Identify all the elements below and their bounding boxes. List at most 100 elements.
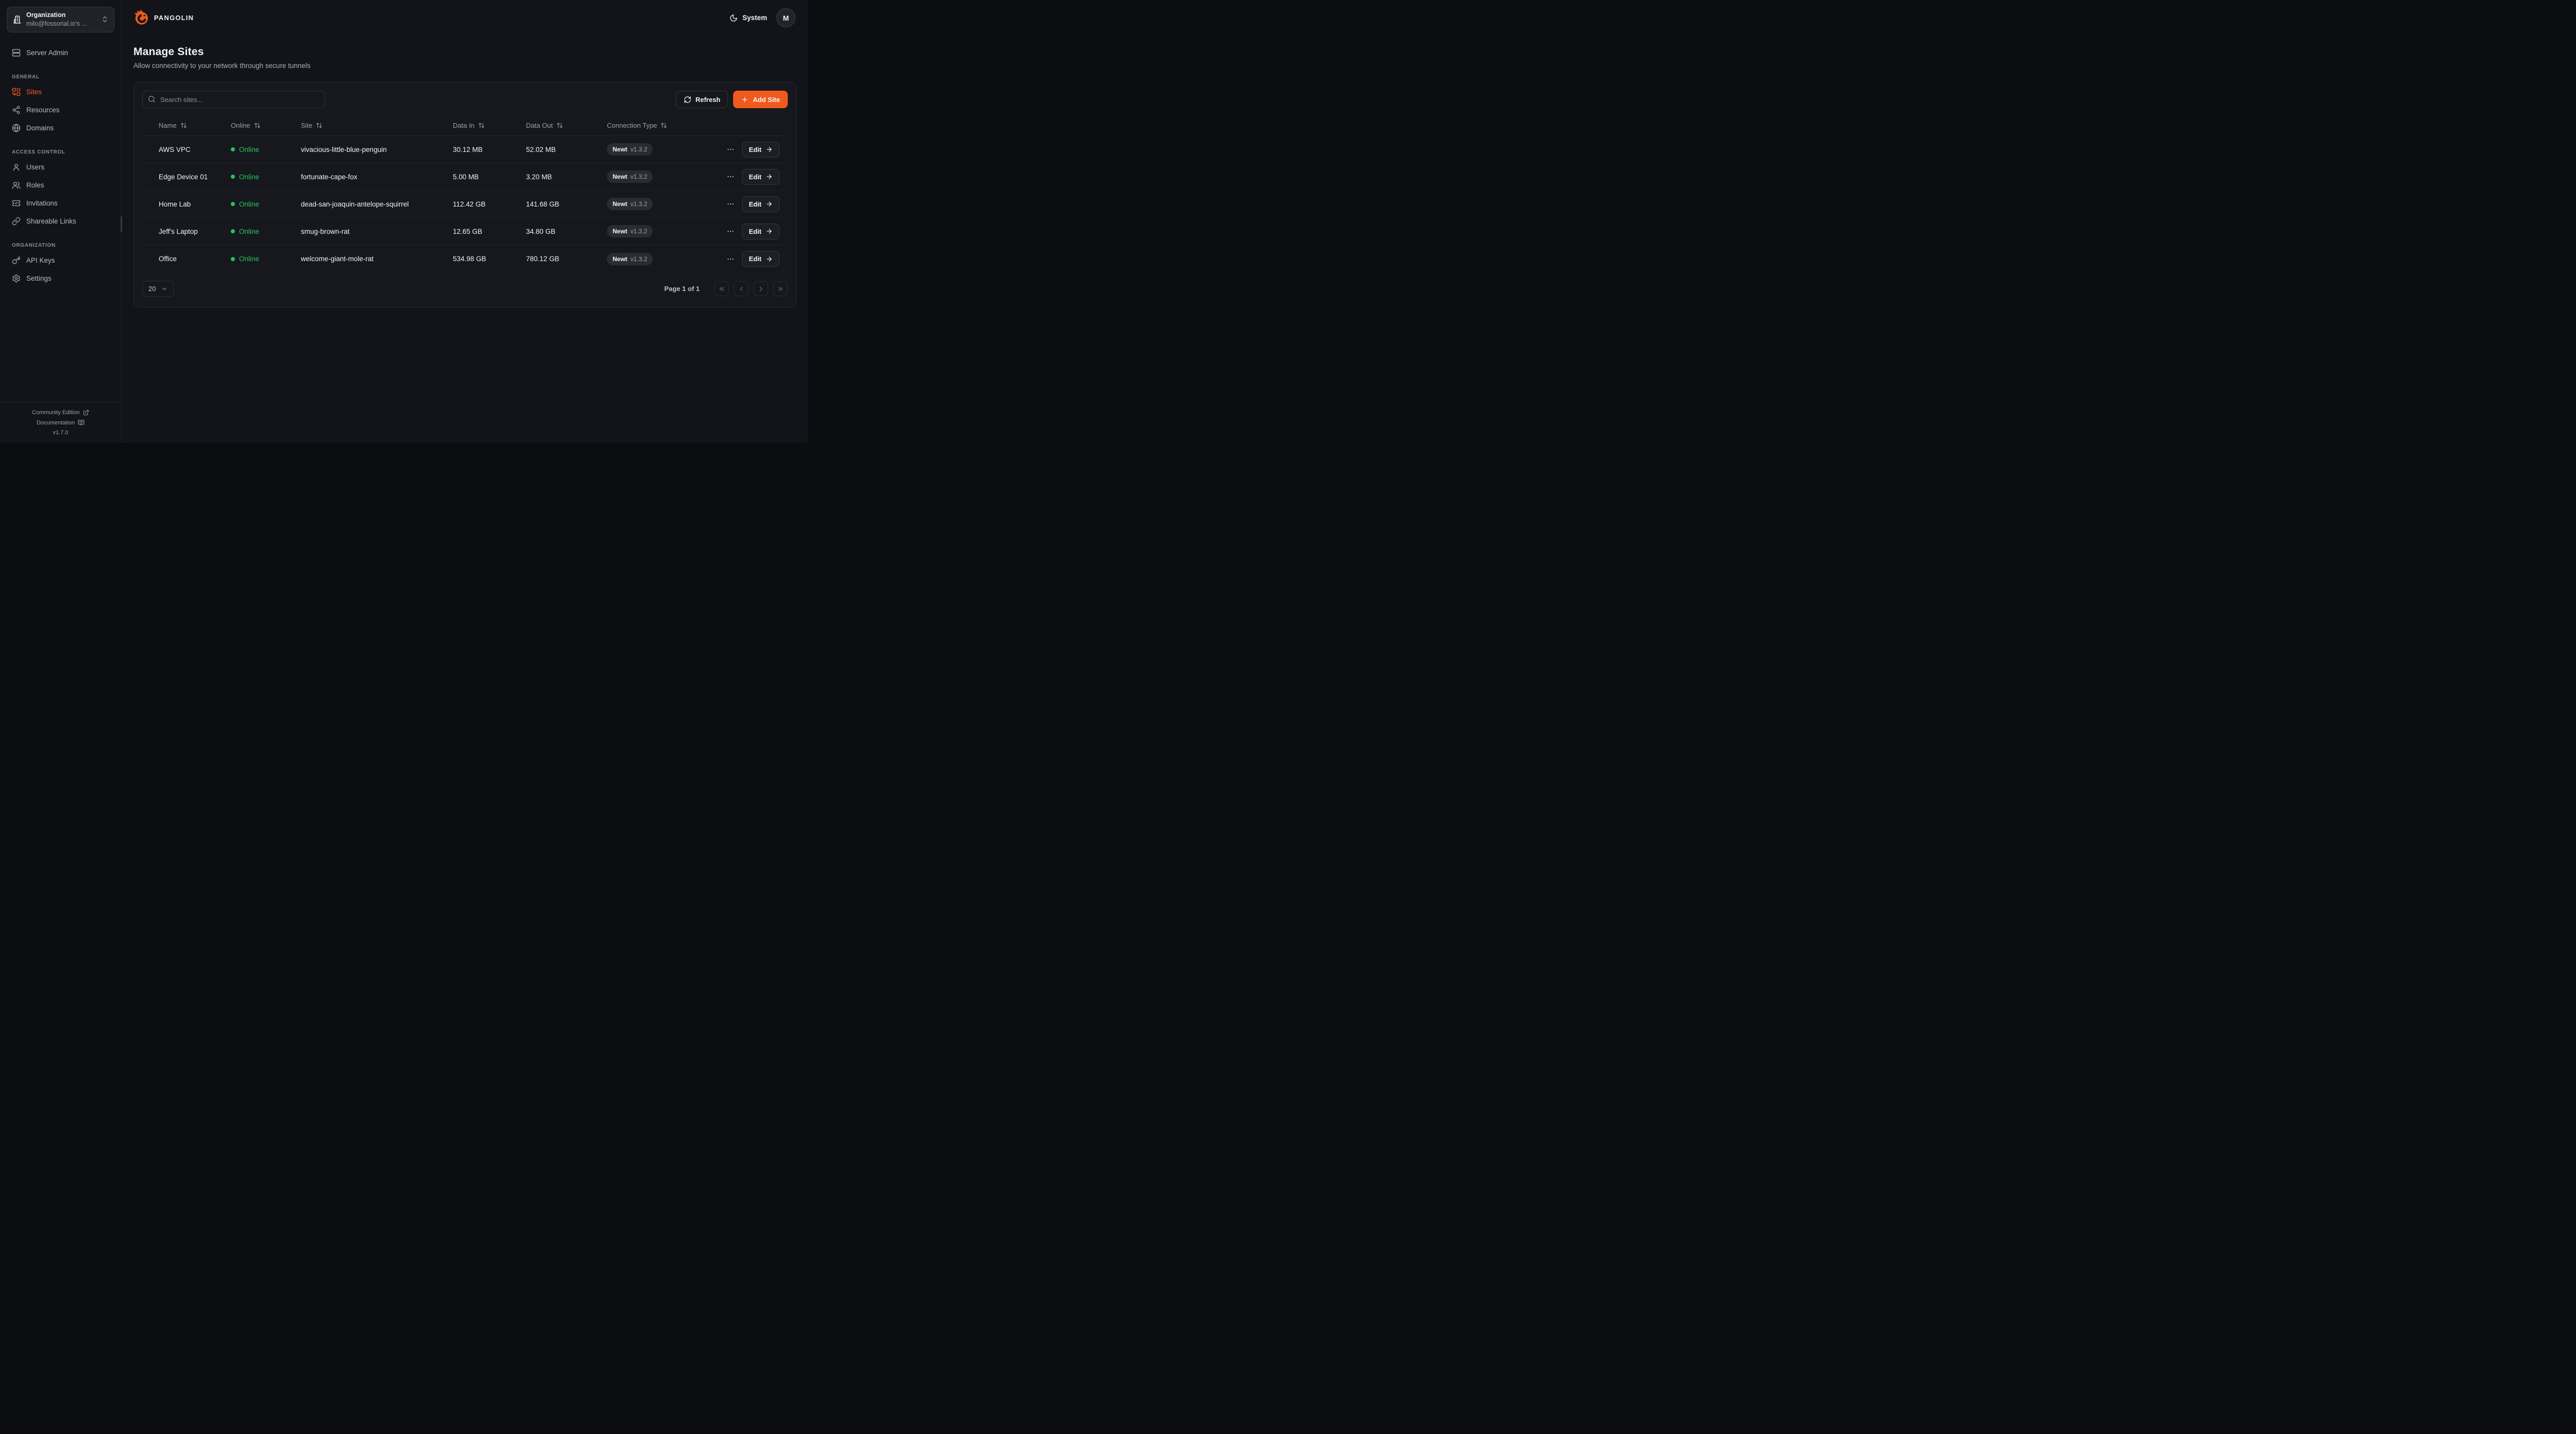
sidebar-item-roles[interactable]: Roles: [7, 176, 114, 194]
column-header-data-in[interactable]: Data In: [445, 122, 518, 129]
version-label: v1.7.0: [53, 430, 69, 436]
sidebar-resize-handle[interactable]: [121, 216, 122, 232]
row-menu-button[interactable]: [726, 227, 735, 235]
connection-badge: Newt v1.3.2: [607, 143, 653, 156]
sidebar-item-shareable-links[interactable]: Shareable Links: [7, 212, 114, 230]
user-icon: [12, 163, 21, 172]
page-head: Manage Sites Allow connectivity to your …: [122, 35, 808, 70]
refresh-label: Refresh: [695, 95, 721, 104]
connection-version: v1.3.2: [630, 255, 648, 263]
chevron-down-icon: [161, 285, 168, 293]
globe-icon: [12, 124, 21, 132]
org-switcher[interactable]: Organization milo@fossorial.io's ...: [7, 7, 114, 32]
online-label: Online: [239, 200, 260, 208]
edit-label: Edit: [749, 173, 761, 181]
external-link-icon: [83, 409, 89, 416]
book-open-icon: [78, 419, 84, 426]
sidebar-item-settings[interactable]: Settings: [7, 269, 114, 287]
row-menu-button[interactable]: [726, 173, 735, 181]
arrow-right-icon: [766, 173, 773, 180]
row-menu-button[interactable]: [726, 200, 735, 208]
sites-table: Name Online Site Data In Data Out Connection …: [142, 115, 788, 272]
cell-connection-type: Newt v1.3.2: [599, 198, 723, 210]
sidebar-item-invitations[interactable]: Invitations: [7, 194, 114, 212]
sort-icon: [478, 122, 485, 129]
cell-actions: Edit: [723, 141, 779, 158]
first-page-button[interactable]: [714, 281, 729, 296]
sidebar-item-server-admin[interactable]: Server Admin: [7, 44, 114, 62]
search-input[interactable]: [142, 91, 325, 108]
online-label: Online: [239, 145, 260, 153]
main-area: PANGOLIN System M Manage Sites Allow con…: [122, 0, 808, 443]
org-switcher-label: Organization: [26, 11, 66, 19]
prev-page-button[interactable]: [734, 281, 749, 296]
sidebar-section-organization: ORGANIZATION: [12, 242, 56, 248]
edit-label: Edit: [749, 145, 761, 153]
documentation-link[interactable]: Documentation: [37, 419, 84, 426]
avatar[interactable]: M: [776, 8, 795, 27]
community-edition-link[interactable]: Community Edition: [32, 409, 89, 416]
sort-icon: [180, 122, 187, 129]
cell-actions: Edit: [723, 251, 779, 267]
edit-button[interactable]: Edit: [742, 141, 779, 158]
column-header-data-out[interactable]: Data Out: [518, 122, 599, 129]
key-icon: [12, 256, 21, 265]
edit-button[interactable]: Edit: [742, 223, 779, 240]
table-row: AWS VPC Online vivacious-little-blue-pengu…: [142, 136, 788, 163]
column-header-connection-type[interactable]: Connection Type: [599, 122, 723, 129]
cell-site: dead-san-joaquin-antelope-squirrel: [301, 200, 409, 208]
sort-icon: [254, 122, 261, 129]
column-header-name[interactable]: Name: [150, 122, 223, 129]
column-label: Site: [301, 122, 313, 129]
cell-actions: Edit: [723, 223, 779, 240]
connection-badge: Newt v1.3.2: [607, 225, 653, 237]
sidebar-item-resources[interactable]: Resources: [7, 101, 114, 119]
link-icon: [12, 217, 21, 226]
cell-data-out: 52.02 MB: [526, 145, 556, 153]
cell-data-in: 534.98 GB: [453, 255, 486, 263]
row-menu-button[interactable]: [726, 145, 735, 153]
column-header-online[interactable]: Online: [223, 122, 293, 129]
users-icon: [12, 181, 21, 190]
pangolin-logo-icon: [133, 10, 149, 26]
cell-data-in: 12.65 GB: [453, 227, 483, 235]
connection-version: v1.3.2: [630, 228, 648, 235]
sidebar-item-users[interactable]: Users: [7, 158, 114, 176]
sidebar: Organization milo@fossorial.io's ... Ser…: [0, 0, 122, 443]
page-title: Manage Sites: [133, 46, 204, 58]
cell-connection-type: Newt v1.3.2: [599, 170, 723, 183]
brand: PANGOLIN: [133, 10, 194, 26]
next-page-button[interactable]: [753, 281, 768, 296]
community-edition-label: Community Edition: [32, 409, 80, 416]
cell-online: Online: [223, 200, 293, 208]
cell-site: vivacious-little-blue-penguin: [301, 145, 387, 153]
online-dot: [231, 147, 235, 151]
sidebar-item-domains[interactable]: Domains: [7, 119, 114, 137]
search-icon: [148, 95, 156, 103]
online-label: Online: [239, 255, 260, 263]
sidebar-item-label: Invitations: [26, 199, 58, 207]
sidebar-item-label: Shareable Links: [26, 217, 76, 225]
sidebar-item-label: Settings: [26, 274, 52, 282]
last-page-button[interactable]: [773, 281, 788, 296]
page-size-select[interactable]: 20: [142, 281, 175, 297]
row-menu-button[interactable]: [726, 255, 735, 263]
connection-version: v1.3.2: [630, 146, 648, 153]
arrow-right-icon: [766, 146, 773, 153]
edit-button[interactable]: Edit: [742, 251, 779, 267]
edit-button[interactable]: Edit: [742, 196, 779, 212]
column-header-site[interactable]: Site: [293, 122, 445, 129]
connection-version: v1.3.2: [630, 173, 648, 180]
sidebar-item-label: Sites: [26, 88, 42, 96]
connection-badge: Newt v1.3.2: [607, 252, 653, 265]
sidebar-item-label: Users: [26, 163, 45, 171]
sidebar-item-api-keys[interactable]: API Keys: [7, 251, 114, 269]
theme-toggle[interactable]: System: [730, 14, 767, 22]
sidebar-item-sites[interactable]: Sites: [7, 83, 114, 101]
add-site-button[interactable]: Add Site: [733, 91, 788, 108]
refresh-button[interactable]: Refresh: [675, 91, 728, 108]
edit-button[interactable]: Edit: [742, 168, 779, 185]
cell-name: Jeff's Laptop: [159, 227, 198, 235]
cell-data-out: 34.80 GB: [526, 227, 556, 235]
toolbar-actions: Refresh Add Site: [675, 91, 788, 108]
